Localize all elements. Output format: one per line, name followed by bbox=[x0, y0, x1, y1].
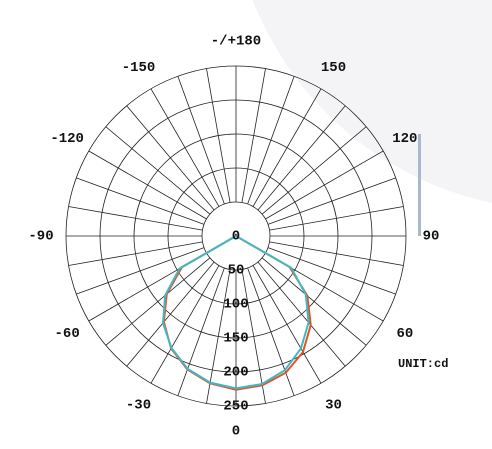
grid-spoke bbox=[241, 68, 266, 203]
side-bar bbox=[418, 134, 421, 236]
grid-spoke bbox=[269, 241, 404, 266]
theta-tick-label: 30 bbox=[325, 398, 342, 414]
grid-spoke bbox=[261, 257, 367, 346]
grid-spoke bbox=[68, 241, 203, 266]
grid-spoke bbox=[252, 265, 322, 384]
grid-spoke bbox=[241, 269, 266, 404]
unit-label: UNIT:cd bbox=[398, 357, 448, 371]
theta-tick-label: 150 bbox=[321, 60, 346, 76]
theta-tick-label: 120 bbox=[392, 131, 417, 147]
theta-tick-label: 90 bbox=[423, 229, 440, 245]
grid-spoke bbox=[247, 76, 295, 205]
grid-spoke bbox=[88, 150, 207, 220]
grid-spoke bbox=[76, 247, 205, 295]
theta-tick-label: -120 bbox=[50, 131, 84, 147]
grid-spoke bbox=[105, 257, 211, 346]
grid bbox=[65, 65, 407, 407]
grid-spoke bbox=[150, 88, 220, 207]
grid-spoke bbox=[206, 269, 231, 404]
grid-spoke bbox=[269, 206, 404, 231]
r-tick-label: 0 bbox=[232, 229, 240, 245]
theta-tick-label: -30 bbox=[126, 398, 151, 414]
grid-spoke bbox=[247, 267, 295, 396]
grid-spoke bbox=[257, 261, 346, 367]
series bbox=[161, 234, 312, 391]
grid-spoke bbox=[68, 206, 203, 231]
grid-spoke bbox=[267, 247, 396, 295]
theta-tick-label: -150 bbox=[122, 60, 156, 76]
background-shape bbox=[252, 0, 492, 203]
grid-spoke bbox=[267, 177, 396, 225]
theta-tick-label: -/+180 bbox=[211, 34, 261, 50]
grid-spoke bbox=[126, 105, 215, 211]
r-tick-label: 150 bbox=[223, 331, 248, 347]
grid-spoke bbox=[177, 76, 225, 205]
series-line bbox=[161, 234, 310, 390]
grid-spoke bbox=[261, 126, 367, 215]
grid-spoke bbox=[265, 150, 384, 220]
grid-spoke bbox=[105, 126, 211, 215]
grid-spoke bbox=[150, 265, 220, 384]
theta-tick-label: -90 bbox=[28, 229, 53, 245]
grid-spoke bbox=[177, 267, 225, 396]
labels: 0 50 100 150 200 250 0 30 60 90 120 150 -/+180 -150 -1… bbox=[28, 34, 439, 440]
grid-spoke bbox=[206, 68, 231, 203]
grid-spoke bbox=[257, 105, 346, 211]
r-tick-label: 100 bbox=[223, 297, 248, 313]
theta-tick-label: 60 bbox=[396, 326, 413, 342]
grid-spoke bbox=[76, 177, 205, 225]
theta-tick-label: 0 bbox=[232, 424, 240, 440]
series-line bbox=[162, 234, 312, 391]
r-tick-label: 250 bbox=[223, 399, 248, 415]
r-tick-label: 200 bbox=[223, 365, 248, 381]
grid-spoke bbox=[126, 261, 215, 367]
theta-tick-label: -60 bbox=[55, 326, 80, 342]
grid-spoke bbox=[252, 88, 322, 207]
r-tick-label: 50 bbox=[228, 263, 245, 279]
